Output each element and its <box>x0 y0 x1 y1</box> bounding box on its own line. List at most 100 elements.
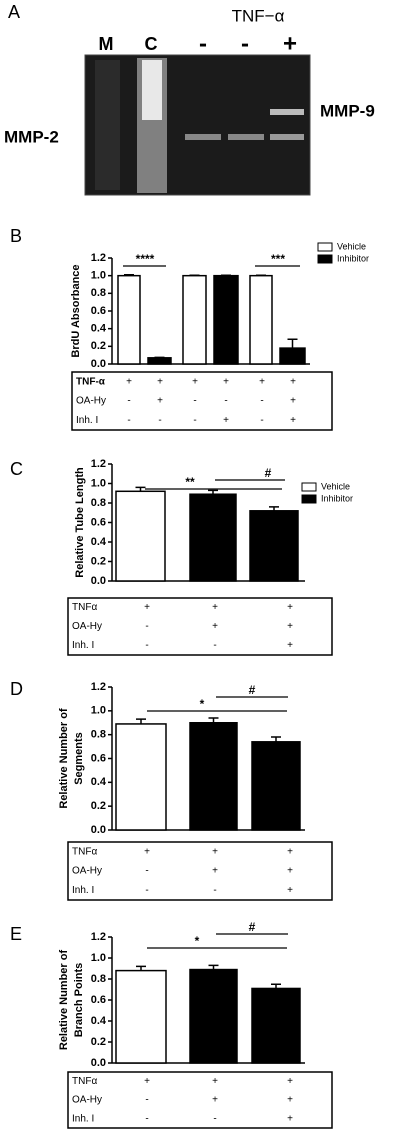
band <box>185 134 221 140</box>
table-cell: + <box>287 1095 293 1106</box>
bar <box>279 347 306 365</box>
table-cell: + <box>223 376 229 387</box>
marker-lane <box>95 60 120 190</box>
bar <box>213 274 239 365</box>
gel-image <box>85 55 310 195</box>
table-cell: - <box>213 1113 216 1124</box>
significance-label: **** <box>136 252 155 266</box>
y-tick-label: 0.8 <box>91 729 106 741</box>
row-label: Inh. I <box>72 1113 94 1124</box>
bar <box>117 274 141 365</box>
error-bar <box>124 274 134 276</box>
y-tick-label: 0.2 <box>91 800 106 812</box>
table-cell: + <box>144 1076 150 1087</box>
table-cell: + <box>287 1113 293 1124</box>
treatment-table <box>67 841 333 901</box>
table-cell: + <box>223 415 229 426</box>
legend-swatch <box>317 254 333 264</box>
bar <box>115 969 167 1064</box>
table-cell: + <box>287 1076 293 1087</box>
y-axis-label: BrdU Absorbance <box>70 264 82 357</box>
panel-label: A <box>8 2 20 22</box>
y-tick-label: 0.6 <box>91 994 106 1006</box>
error-bar <box>208 717 219 723</box>
band <box>228 134 264 140</box>
table-cell: - <box>224 396 227 407</box>
row-label: TNFα <box>72 602 97 613</box>
y-axis-label: Segments <box>73 732 85 785</box>
table-cell: - <box>145 1113 148 1124</box>
lane-label: M <box>99 34 114 54</box>
y-axis-label: Relative Number of <box>58 708 70 809</box>
y-tick-label: 1.0 <box>91 952 106 964</box>
band-label: MMP-9 <box>320 101 375 120</box>
table-cell: + <box>212 846 218 857</box>
table-cell: - <box>145 640 148 651</box>
table-cell: + <box>192 376 198 387</box>
table-cell: + <box>287 885 293 896</box>
y-tick-label: 0.0 <box>91 824 106 836</box>
table-cell: + <box>287 640 293 651</box>
row-label: OA-Hy <box>72 621 102 632</box>
table-cell: + <box>212 602 218 613</box>
row-label: Inh. I <box>72 640 94 651</box>
table-cell: - <box>127 396 130 407</box>
bar <box>182 274 207 365</box>
table-cell: - <box>127 415 130 426</box>
y-tick-label: 0.2 <box>91 1036 106 1048</box>
y-tick-label: 1.0 <box>91 477 106 489</box>
table-cell: - <box>145 885 148 896</box>
table-cell: - <box>213 640 216 651</box>
lane-label: - <box>199 30 207 57</box>
table-cell: - <box>213 885 216 896</box>
error-bar <box>208 489 218 495</box>
panel-label: B <box>10 226 22 246</box>
y-tick-label: 0.8 <box>91 973 106 985</box>
table-cell: + <box>144 846 150 857</box>
legend-label: Vehicle <box>321 481 350 491</box>
error-bar <box>271 736 281 742</box>
lane-label: - <box>241 30 249 57</box>
panel-label: E <box>10 924 22 944</box>
y-tick-label: 0.0 <box>91 1057 106 1069</box>
table-cell: + <box>157 376 163 387</box>
table-cell: + <box>290 415 296 426</box>
lane-label: + <box>283 30 297 57</box>
band-label: MMP-2 <box>4 127 59 146</box>
y-tick-label: 1.2 <box>91 252 106 264</box>
bar <box>251 987 301 1064</box>
gel-border <box>84 54 311 196</box>
bar <box>147 357 172 365</box>
treatment-table <box>71 371 333 431</box>
table-cell: - <box>193 415 196 426</box>
y-tick-label: 1.0 <box>91 705 106 717</box>
table-cell: - <box>145 866 148 877</box>
legend-label: Vehicle <box>337 241 366 251</box>
table-cell: + <box>287 621 293 632</box>
significance-label: # <box>249 683 256 697</box>
error-bar <box>135 486 146 492</box>
table-cell: - <box>145 1095 148 1106</box>
y-tick-label: 0.0 <box>91 575 106 587</box>
table-cell: + <box>287 866 293 877</box>
bar <box>189 493 237 582</box>
table-cell: + <box>212 1076 218 1087</box>
row-label: OA-Hy <box>72 1095 102 1106</box>
table-cell: + <box>287 846 293 857</box>
table-cell: + <box>157 396 163 407</box>
legend-swatch <box>301 494 317 504</box>
band <box>270 134 304 140</box>
panel-label: C <box>10 459 23 479</box>
error-bar <box>269 506 279 511</box>
y-tick-label: 0.2 <box>91 340 106 352</box>
table-cell: - <box>260 396 263 407</box>
y-tick-label: 1.2 <box>91 681 106 693</box>
error-bar <box>271 983 281 989</box>
y-tick-label: 0.8 <box>91 287 106 299</box>
lane-label: C <box>145 34 158 54</box>
row-label: TNFα <box>72 1076 97 1087</box>
significance-label: * <box>195 934 200 948</box>
control-smear <box>142 60 162 120</box>
